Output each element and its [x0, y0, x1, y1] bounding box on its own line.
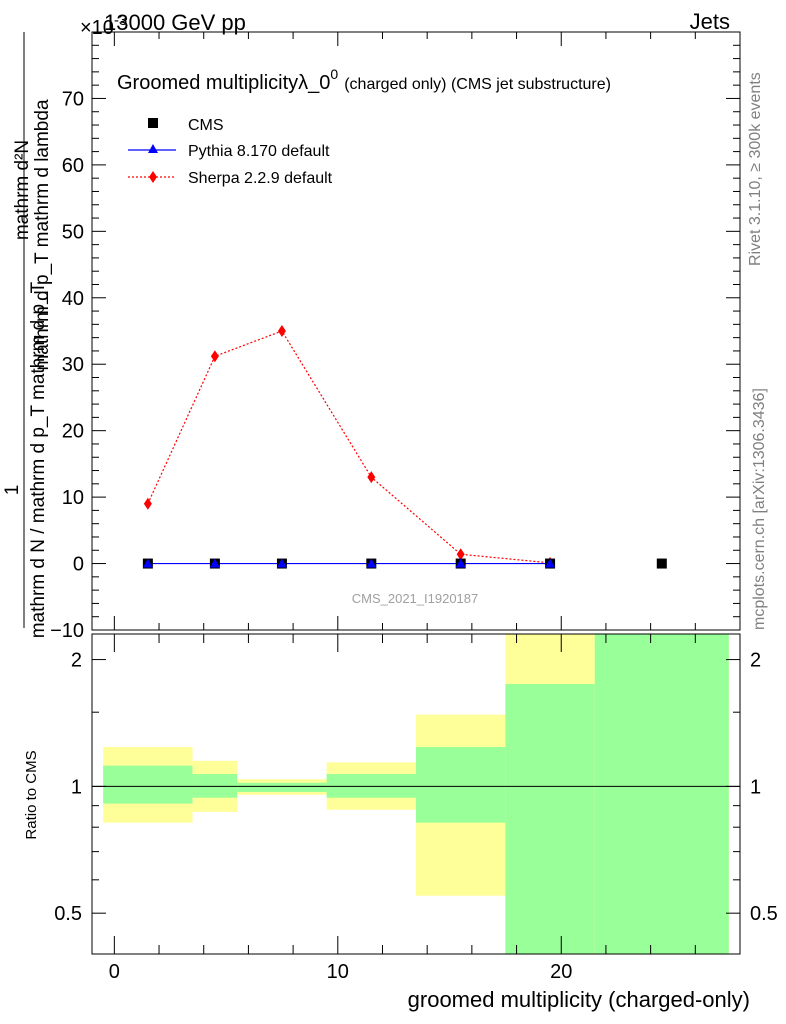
sherpa-point	[456, 548, 465, 561]
legend-sherpa-marker	[149, 171, 157, 183]
ratio-ytick-label-right: 0.5	[750, 903, 778, 925]
sherpa-point	[277, 325, 286, 337]
ratio-inner-band	[594, 634, 729, 954]
ylabel-denominator-bottom: mathrm d N / mathrm d p_T mathrm d p_T	[28, 281, 49, 638]
rivet-label: Rivet 3.1.10, ≥ 300k events	[747, 72, 764, 266]
main-axis-ticks: −10 0 10 20 30 40 50 60 70	[50, 31, 740, 642]
ylabel-denominator-top: mathrm d p_T mathrm d lambda	[32, 99, 53, 370]
pythia-point	[276, 558, 287, 568]
sherpa-line	[147, 330, 551, 564]
main-frame	[91, 31, 741, 631]
main-ytick-label: 0	[73, 554, 84, 576]
plot-title: Groomed multiplicityλ_00(charged only) (…	[117, 66, 611, 94]
pythia-point	[455, 558, 466, 568]
mcplots-label: mcplots.cern.ch [arXiv:1306.3436]	[751, 388, 768, 630]
legend-sherpa-label: Sherpa 2.2.9 default	[188, 170, 333, 187]
x-axis-title: groomed multiplicity (charged-only)	[408, 987, 750, 1012]
analysis-watermark: CMS_2021_I1920187	[352, 591, 479, 606]
main-ylabel: mathrm d²N mathrm d p_T mathrm d lambda …	[2, 32, 53, 638]
energy-label: 13000 GeV pp	[104, 10, 246, 35]
main-ytick-label: 50	[62, 221, 84, 243]
pythia-point	[209, 558, 220, 568]
ratio-ytick-label: 0.5	[54, 903, 82, 925]
exponent-label: ×10-3	[80, 12, 127, 39]
main-ytick-label: 10	[62, 487, 84, 509]
pythia-point	[366, 558, 377, 568]
ylabel-prefactor: 1	[2, 485, 23, 496]
ratio-inner-band	[505, 683, 595, 954]
pythia-point	[142, 558, 153, 568]
legend: CMS Pythia 8.170 default Sherpa 2.2.9 de…	[128, 117, 333, 187]
ratio-xtick-label: 10	[327, 961, 349, 983]
main-ytick-label: 70	[62, 88, 84, 110]
ratio-ytick-label: 1	[71, 776, 82, 798]
ratio-frame	[91, 633, 741, 955]
ratio-xtick-label: 20	[550, 961, 572, 983]
sherpa-point	[367, 471, 376, 484]
sherpa-point	[210, 350, 219, 363]
legend-cms-label: CMS	[188, 117, 224, 134]
ratio-xtick-label: 0	[109, 961, 120, 983]
ratio-panel: 0.5 0.51 12 20 10 20 Ratio to CMS groomed mul…	[23, 633, 778, 1012]
ratio-inner-band	[192, 773, 238, 798]
main-ytick-label: 20	[62, 421, 84, 443]
ratio-inner-band	[326, 773, 416, 798]
main-panel: −10 0 10 20 30 40 50 60 70 Groomed multiplicityλ…	[2, 31, 741, 642]
ratio-inner-band	[237, 782, 327, 792]
ratio-inner-band	[416, 747, 506, 823]
ratio-inner-band	[103, 765, 193, 804]
legend-cms-marker	[148, 118, 158, 128]
category-label: Jets	[690, 9, 730, 34]
legend-pythia-label: Pythia 8.170 default	[188, 143, 330, 160]
ratio-ytick-label: 2	[71, 650, 82, 672]
ratio-ytick-label-right: 1	[750, 776, 761, 798]
pythia-point	[545, 558, 556, 568]
main-ytick-label: 40	[62, 288, 84, 310]
main-ytick-label: 60	[62, 155, 84, 177]
main-ytick-label: 30	[62, 354, 84, 376]
cms-point	[656, 558, 667, 569]
legend-pythia-marker	[148, 144, 158, 153]
sherpa-point	[143, 497, 152, 510]
ratio-ylabel: Ratio to CMS	[23, 750, 40, 839]
ratio-ytick-label-right: 2	[750, 650, 761, 672]
ylabel-numerator: mathrm d²N	[12, 140, 33, 240]
main-ytick-label: −10	[50, 620, 84, 642]
